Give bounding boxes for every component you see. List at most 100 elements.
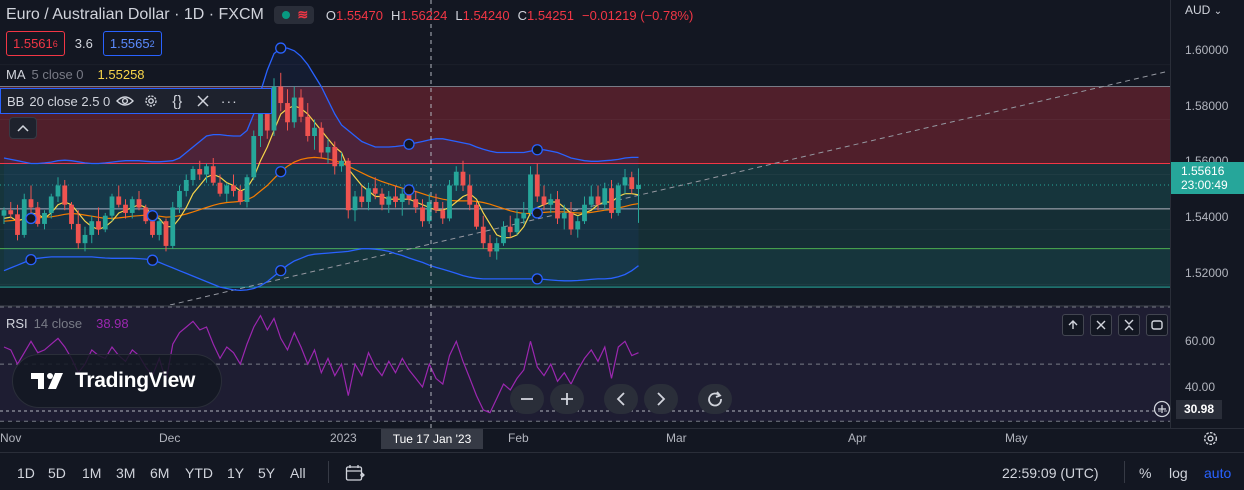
rsi-legend[interactable]: RSI 14 close 38.98	[6, 316, 129, 331]
bollinger-marker	[25, 212, 37, 225]
candle-body	[291, 97, 297, 123]
candle-body	[622, 177, 628, 186]
plus-circle-icon[interactable]	[1153, 400, 1171, 418]
toolbar-separator	[1124, 461, 1125, 483]
move-pane-up-button[interactable]	[1062, 314, 1084, 336]
candle-body	[474, 204, 479, 227]
price-tick: 1.54000	[1185, 210, 1229, 224]
candle-body	[393, 196, 398, 202]
candle-body	[116, 196, 122, 205]
chevron-left-icon	[616, 392, 625, 406]
price-tick: 1.60000	[1185, 43, 1229, 57]
tradingview-logo-icon	[31, 373, 63, 389]
price-chart[interactable]	[0, 0, 1170, 428]
range-5y-button[interactable]: 5Y	[258, 465, 276, 481]
auto-scale-button[interactable]: auto	[1204, 465, 1232, 481]
candle-body	[548, 199, 554, 205]
tradingview-watermark[interactable]: TradingView	[12, 354, 222, 408]
symbol-title[interactable]: Euro / Australian Dollar · 1D · FXCM	[6, 6, 264, 23]
reset-chart-button[interactable]	[698, 384, 732, 414]
bar-countdown: 23:00:49	[1181, 178, 1228, 192]
candle-body	[339, 160, 344, 167]
rsi-value: 38.98	[96, 316, 129, 331]
range-1y-button[interactable]: 1Y	[227, 465, 245, 481]
time-tick: Feb	[508, 431, 529, 445]
candle-body	[15, 214, 20, 235]
currency-selector[interactable]: AUD ⌄	[1185, 3, 1222, 17]
candle-body	[568, 212, 574, 230]
log-scale-button[interactable]: log	[1169, 465, 1188, 481]
range-3m-button[interactable]: 3M	[116, 465, 136, 481]
sell-price: 1.5561	[13, 36, 53, 51]
close-value: 1.54251	[527, 7, 574, 23]
bollinger-markers	[25, 42, 543, 285]
zoom-in-button[interactable]	[550, 384, 584, 414]
candle-body	[318, 127, 324, 153]
maximize-icon	[1151, 320, 1163, 330]
range-1d-button[interactable]: 1D	[17, 465, 35, 481]
candle-body	[514, 218, 520, 233]
candle-body	[352, 196, 358, 211]
candle-body	[501, 226, 506, 244]
scroll-left-button[interactable]	[604, 384, 638, 414]
candle-body	[305, 116, 311, 137]
candle-body	[35, 207, 41, 224]
candle-body	[224, 185, 230, 194]
candle-body	[177, 190, 182, 208]
more-icon[interactable]: ···	[220, 93, 238, 109]
range-5d-button[interactable]: 5D	[48, 465, 66, 481]
range-6m-button[interactable]: 6M	[150, 465, 170, 481]
collapse-pane-button[interactable]	[1118, 314, 1140, 336]
minus-icon	[521, 398, 533, 400]
braces-icon[interactable]: {}	[172, 92, 183, 110]
scroll-right-button[interactable]	[644, 384, 678, 414]
candle-body	[62, 185, 68, 205]
gear-icon[interactable]	[1202, 430, 1219, 447]
collapse-legend-button[interactable]	[9, 117, 37, 139]
rsi-tick: 40.00	[1185, 380, 1216, 394]
candle-body	[561, 212, 567, 219]
toolbar-separator	[328, 461, 329, 483]
maximize-pane-button[interactable]	[1146, 314, 1168, 336]
gear-icon[interactable]	[140, 90, 162, 112]
market-status-pill[interactable]: ≋	[273, 6, 314, 24]
candle-body	[55, 185, 61, 197]
rsi-current-label: 30.98	[1176, 400, 1222, 419]
time-axis[interactable]: Nov Dec 2023 Feb Mar Apr May Tue 17 Jan …	[0, 428, 1244, 449]
zoom-out-button[interactable]	[510, 384, 544, 414]
bottom-toolbar: 1D 5D 1M 3M 6M YTD 1Y 5Y All 22:59:09 (U…	[0, 452, 1244, 490]
bb-params: 20 close 2.5 0	[29, 93, 111, 109]
candle-body	[602, 188, 608, 205]
legend-title-row: Euro / Australian Dollar · 1D · FXCM ≋ O…	[6, 4, 693, 26]
candle-body	[359, 196, 365, 202]
ma-legend[interactable]: MA 5 close 0 1.55258	[6, 67, 145, 82]
candle-body	[1, 210, 7, 216]
delete-pane-button[interactable]	[1090, 314, 1112, 336]
high-label: H	[390, 7, 401, 23]
percent-scale-button[interactable]: %	[1139, 465, 1152, 481]
price-axis[interactable]: AUD ⌄ 1.60000 1.58000 1.56000 1.54000 1.…	[1153, 0, 1244, 428]
time-tick: Nov	[0, 431, 22, 445]
bollinger-marker	[275, 166, 287, 178]
sell-button[interactable]: 1.5561 6	[6, 31, 65, 56]
buy-button[interactable]: 1.5565 2	[102, 31, 162, 56]
chart-navigation-controls	[510, 384, 732, 414]
high-value: 1.56224	[400, 7, 448, 23]
buy-price: 1.5565	[109, 36, 150, 51]
candle-body	[298, 97, 304, 117]
candle-body	[406, 193, 412, 200]
close-icon	[1096, 320, 1106, 330]
bollinger-marker	[403, 184, 415, 196]
range-all-button[interactable]: All	[290, 465, 306, 481]
range-1m-button[interactable]: 1M	[82, 465, 102, 481]
calendar-icon[interactable]	[345, 464, 365, 482]
utc-clock[interactable]: 22:59:09 (UTC)	[1002, 465, 1099, 481]
trade-price-boxes: 1.5561 6 3.6 1.5565 2	[6, 31, 162, 56]
close-icon[interactable]	[192, 90, 214, 112]
candle-body	[609, 188, 614, 213]
eye-icon[interactable]	[114, 90, 136, 112]
range-ytd-button[interactable]: YTD	[185, 465, 213, 481]
bb-legend[interactable]: BB 20 close 2.5 0 {} ···	[0, 88, 272, 114]
candle-body	[210, 166, 216, 183]
